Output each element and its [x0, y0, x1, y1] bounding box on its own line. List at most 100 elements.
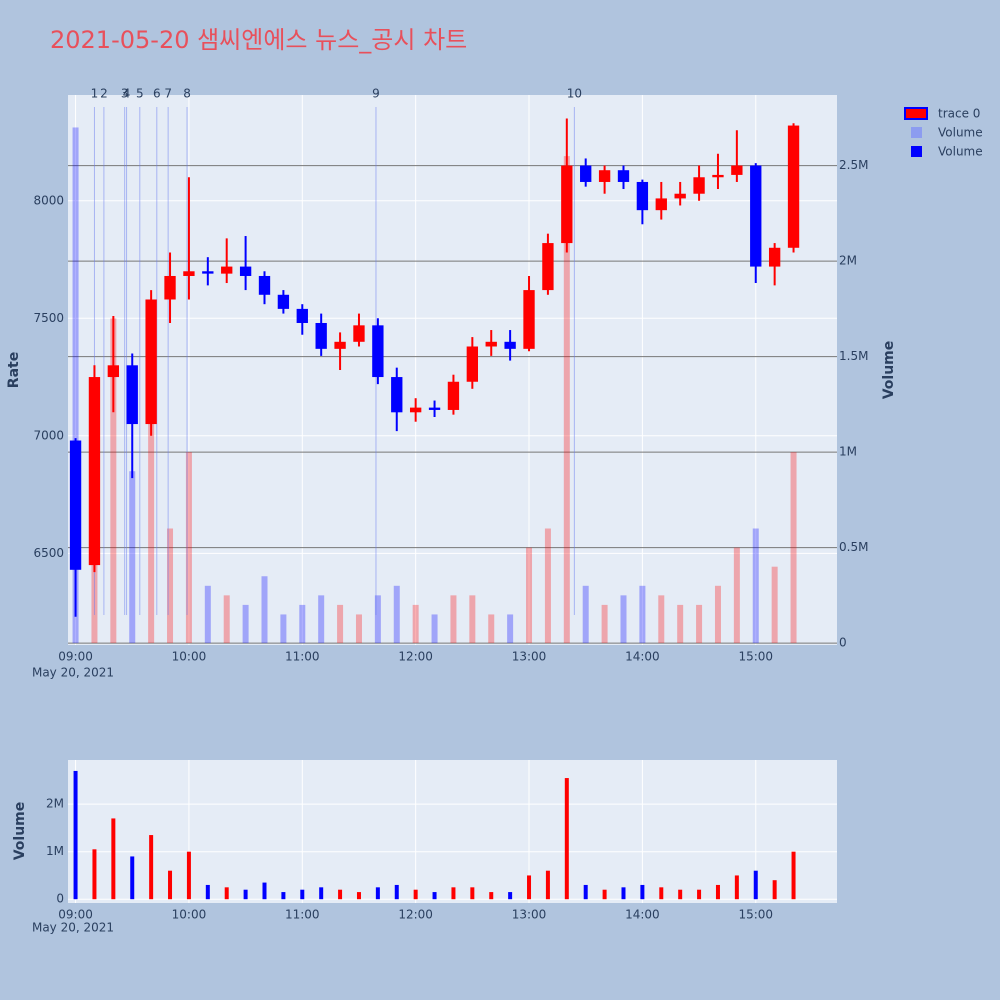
- volume-bar: [489, 892, 494, 900]
- volume-bar: [639, 585, 646, 644]
- volume-bar: [469, 595, 476, 644]
- candle-body: [126, 365, 138, 425]
- y-tick-label: 7000: [33, 428, 64, 442]
- candle-body: [580, 165, 592, 182]
- volume-bar: [545, 870, 550, 900]
- candle-body: [617, 170, 630, 182]
- chart-title: 2021-05-20 샘씨엔에스 뉴스_공시 차트: [50, 26, 467, 54]
- volume-bar: [299, 604, 306, 644]
- x-tick-label: 10:00: [172, 650, 207, 664]
- volume-bar: [262, 882, 267, 900]
- news-marker-label: 7: [164, 87, 172, 101]
- candle-body: [221, 266, 233, 274]
- candle-body: [202, 271, 214, 274]
- volume-bar: [771, 566, 778, 644]
- volume-bar: [527, 875, 532, 900]
- x-tick-label: 09:00: [58, 650, 93, 664]
- volume-bar: [73, 770, 78, 900]
- news-marker-label: 4: [123, 87, 131, 101]
- candle-body: [636, 181, 649, 211]
- x-tick-label: 15:00: [738, 908, 773, 922]
- volume-bar: [620, 595, 627, 644]
- volume-bar: [185, 452, 192, 644]
- volume-bar: [72, 127, 79, 644]
- volume-bar: [772, 880, 777, 900]
- y-tick-label: 7500: [33, 311, 64, 325]
- volume-bar: [111, 818, 116, 900]
- candle-body: [504, 341, 516, 349]
- volume-bar: [714, 585, 721, 644]
- news-marker-label: 2: [100, 87, 108, 101]
- y2-tick-label: 1.5M: [839, 349, 868, 363]
- volume-bar: [413, 889, 418, 900]
- volume-bar: [470, 887, 475, 900]
- volume-bar: [412, 604, 419, 644]
- volume-bar: [204, 585, 211, 644]
- volume-bar: [507, 614, 514, 644]
- volume-bar: [734, 875, 739, 900]
- candle-body: [542, 243, 554, 291]
- volume-bar: [224, 887, 229, 900]
- volume-bar: [715, 884, 720, 900]
- candle-body: [164, 275, 176, 300]
- candle-body: [277, 294, 290, 309]
- volume-bar: [508, 892, 513, 900]
- volume-bar: [337, 604, 344, 644]
- volume-bar: [733, 547, 740, 644]
- volume-bar: [394, 884, 399, 900]
- volume-bar: [791, 851, 796, 900]
- news-marker-label: 1: [91, 87, 99, 101]
- candle-body: [239, 266, 252, 276]
- x-date-label: May 20, 2021: [32, 921, 114, 935]
- volume-bar: [281, 892, 286, 900]
- candle-body: [466, 346, 479, 382]
- candle-body: [598, 170, 611, 182]
- candle-body: [334, 341, 346, 349]
- y2-tick-label: 2.5M: [839, 158, 868, 172]
- volume-bar: [431, 614, 438, 644]
- candle-body: [145, 299, 157, 425]
- volume-bar: [659, 887, 664, 900]
- legend-label: trace 0: [938, 107, 980, 121]
- volume-bar: [658, 595, 665, 644]
- y2-tick-label: 1M: [839, 445, 857, 459]
- x-tick-label: 12:00: [398, 908, 433, 922]
- volume-bar: [678, 889, 683, 900]
- volume-bar: [544, 528, 551, 644]
- x-tick-label: 11:00: [285, 908, 320, 922]
- news-marker-label: 10: [567, 87, 582, 101]
- y2-tick-label: 0.5M: [839, 540, 868, 554]
- plot-area: [68, 95, 837, 645]
- candle-body: [391, 377, 403, 413]
- candle-body: [88, 377, 101, 566]
- volume-bar: [696, 604, 703, 644]
- volume-bar: [168, 870, 173, 900]
- volume-bar: [280, 614, 287, 644]
- x-date-label: May 20, 2021: [32, 666, 114, 680]
- volume-bar: [129, 471, 136, 644]
- candle-body: [674, 193, 686, 199]
- candle-body: [731, 165, 743, 175]
- y-axis-title: Rate: [6, 352, 22, 388]
- candle-body: [693, 177, 705, 194]
- volume-bar: [205, 884, 210, 900]
- news-marker-label: 9: [372, 87, 380, 101]
- x-tick-label: 15:00: [738, 650, 773, 664]
- volume-bar: [243, 889, 248, 900]
- volume-bar: [602, 889, 607, 900]
- volume-bar: [92, 849, 97, 900]
- news-marker-label: 3: [121, 87, 129, 101]
- x-tick-label: 09:00: [58, 908, 93, 922]
- candle-body: [107, 365, 120, 378]
- volume-bar: [621, 887, 626, 900]
- volume-bar: [300, 889, 305, 900]
- volume-bar: [488, 614, 495, 644]
- x-tick-label: 12:00: [398, 650, 433, 664]
- candle-body: [353, 325, 365, 342]
- candle-body: [787, 125, 800, 248]
- y-tick-label: 0: [56, 892, 64, 906]
- y2-tick-label: 0: [839, 636, 847, 650]
- y-axis-title: Volume: [12, 802, 28, 861]
- x-tick-label: 10:00: [172, 908, 207, 922]
